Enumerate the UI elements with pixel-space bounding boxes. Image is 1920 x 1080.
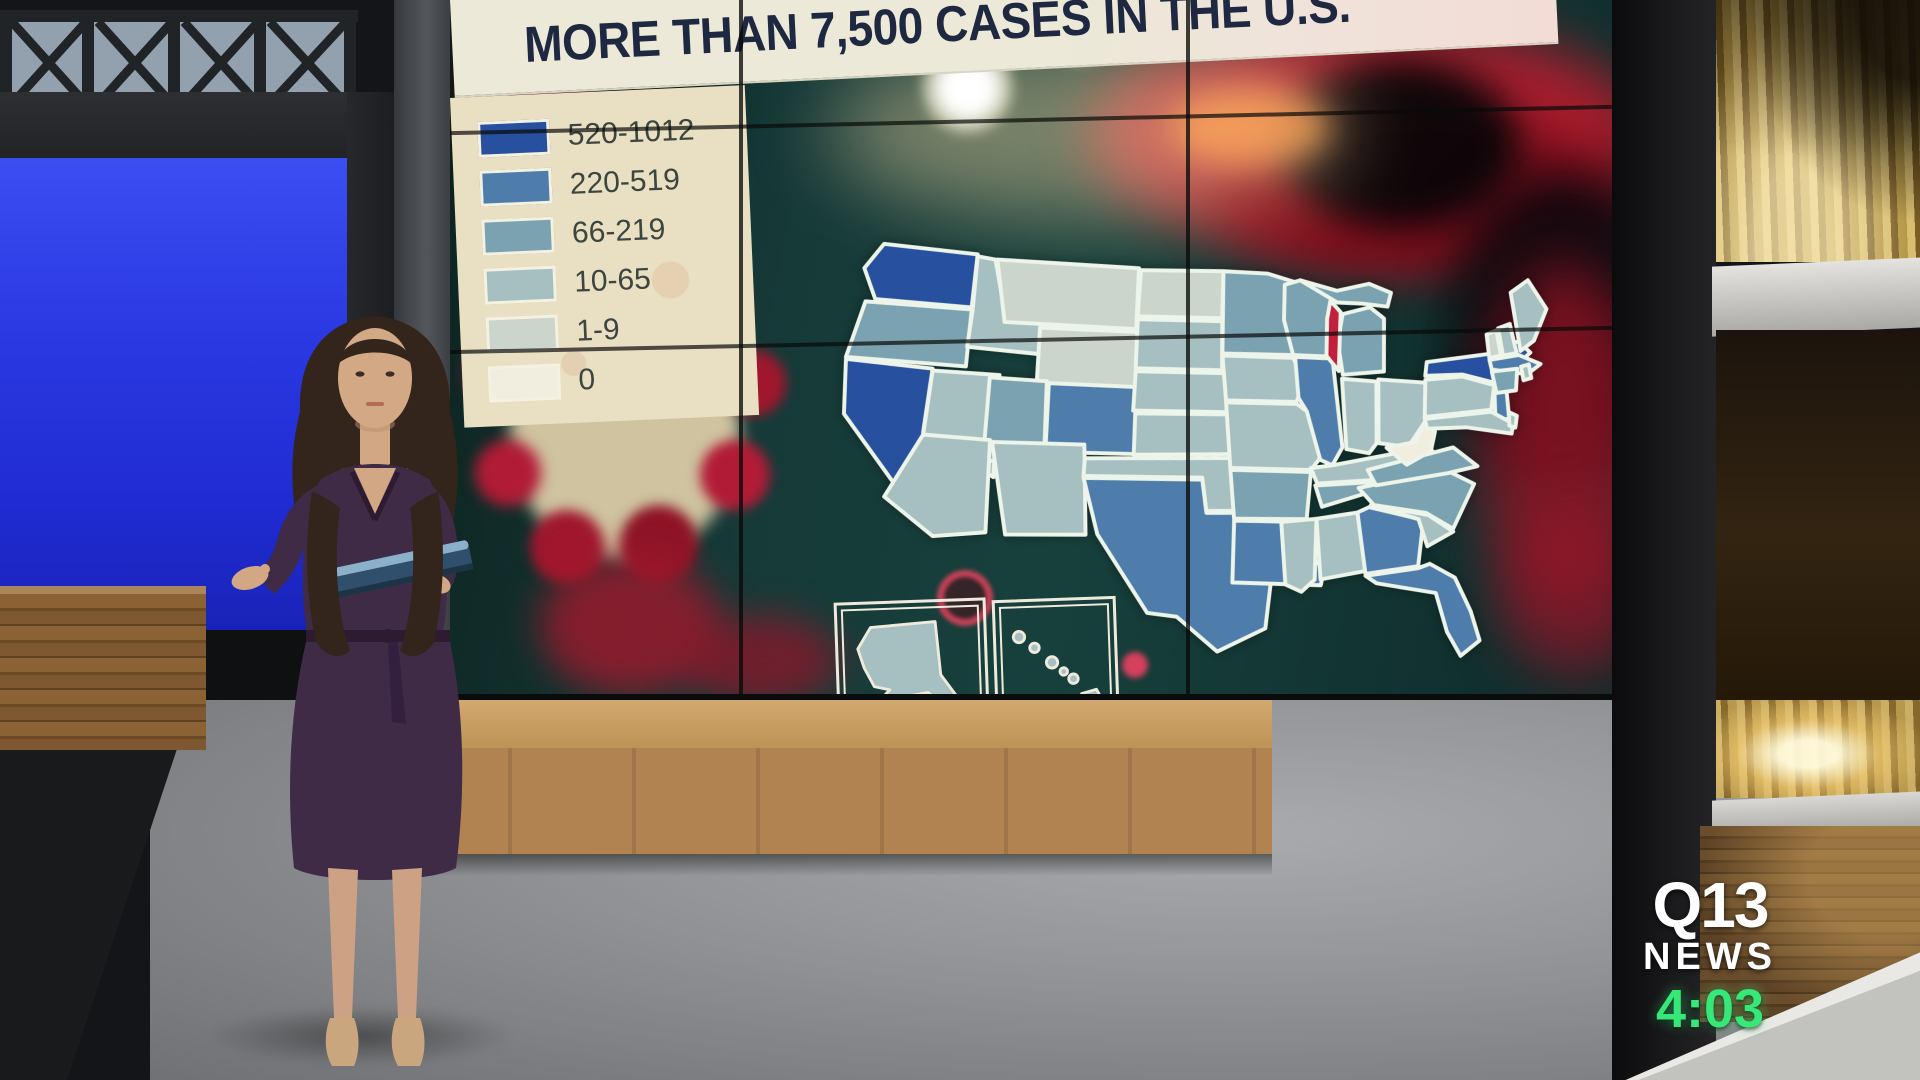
legend-swatch (487, 362, 562, 403)
legend-label: 1-9 (575, 312, 621, 348)
anchor-right-hand (231, 566, 269, 590)
anchor-right-eye (385, 371, 395, 377)
state-sd (1133, 317, 1225, 373)
lake-michigan (1324, 298, 1343, 374)
anchor-right-arm (254, 484, 322, 594)
anchor-dress-vneck (354, 468, 396, 514)
anchor-tie-ribbon (388, 642, 406, 724)
legend-swatch (479, 167, 553, 207)
virus-spike (475, 440, 541, 506)
q13-logo: Q13 (1652, 869, 1770, 941)
legend-swatch (477, 118, 551, 158)
gray-ledge-upper (1712, 257, 1920, 337)
state-fl (1363, 561, 1482, 658)
legend-label: 220-519 (569, 162, 681, 201)
state-ri (1519, 362, 1534, 383)
wood-platform-top (388, 700, 1272, 751)
map-legend: 520-1012 220-519 66-219 10-65 1-9 0 (450, 85, 760, 428)
news-anchor (231, 316, 474, 1066)
anchor-mouth (366, 402, 384, 406)
anchor-hair-left-lock (307, 492, 350, 657)
wall-seam-vertical (1186, 0, 1190, 712)
wood-desk-ledge (0, 586, 206, 750)
anchor-dress-skirt (290, 642, 463, 880)
wood-platform-front (388, 748, 1272, 854)
state-ar (1228, 467, 1313, 522)
state-me (1508, 278, 1549, 353)
anchor-hair-right-lock (400, 492, 443, 657)
video-wall: MORE THAN 7,500 CASES IN THE U.S. 520-10… (450, 0, 1612, 712)
red-bokeh-dot (1122, 652, 1148, 678)
virus-streak (680, 615, 840, 705)
platform-shadow (388, 854, 1272, 876)
wall-beam (0, 92, 394, 158)
state-de (1506, 410, 1519, 430)
red-edge-low (1500, 510, 1612, 680)
state-oh (1376, 377, 1428, 449)
legend-row: 0 (487, 348, 758, 409)
state-va (1365, 445, 1480, 488)
legend-label: 520-1012 (567, 112, 696, 152)
gold-wall-shading (1716, 0, 1920, 262)
anchor-right-shoe (391, 1018, 425, 1066)
state-il (1293, 354, 1345, 468)
anchor-right-thumb (260, 564, 270, 574)
wall-seam-vertical (739, 0, 743, 712)
orange-flare (1170, 90, 1330, 165)
red-bokeh-ring (937, 570, 993, 626)
state-ms (1279, 516, 1319, 594)
state-ct (1489, 366, 1520, 395)
dark-wood-wall (1716, 330, 1920, 702)
station-bug: Q13 NEWS 4:03 (1638, 869, 1782, 1039)
dark-pillar (1612, 0, 1716, 1080)
state-ga (1355, 505, 1426, 576)
anchor-floor-shadow (206, 1006, 516, 1066)
anchor-left-leg (328, 868, 358, 1018)
gold-lightbox (1716, 700, 1920, 798)
anchor-neck (360, 420, 390, 469)
broadcast-clock: 4:03 (1655, 979, 1765, 1039)
state-or (843, 299, 974, 369)
us-map-svg (841, 241, 1549, 658)
state-nm (990, 439, 1088, 537)
state-wa (862, 241, 980, 310)
legend-swatch (483, 265, 557, 305)
state-in (1340, 376, 1379, 456)
anchor-left-eye (355, 371, 365, 377)
state-mi-lower (1335, 305, 1386, 377)
state-md (1422, 409, 1516, 436)
virus-spike (700, 440, 770, 510)
anchor-hair-fringe (336, 339, 414, 366)
anchor-wrap-seam (349, 470, 401, 522)
anchor-left-shoe (325, 1018, 359, 1066)
state-ia (1220, 353, 1306, 404)
state-mi-upper (1298, 278, 1393, 309)
news-logo-text: NEWS (1643, 936, 1777, 978)
anchor-tie-knot (381, 629, 395, 643)
legend-label: 0 (577, 362, 596, 397)
legend-label: 10-65 (573, 261, 652, 299)
anchor-right-leg (392, 868, 422, 1018)
gold-lightbox-glow (1716, 700, 1920, 798)
legend-swatch (481, 216, 555, 256)
us-choropleth-map (828, 212, 1589, 708)
state-nd (1135, 268, 1226, 321)
gold-wave-wall (1716, 0, 1920, 262)
legend-label: 66-219 (571, 212, 667, 250)
state-az (882, 432, 992, 539)
state-wv (1384, 419, 1437, 467)
state-mt (995, 257, 1141, 332)
